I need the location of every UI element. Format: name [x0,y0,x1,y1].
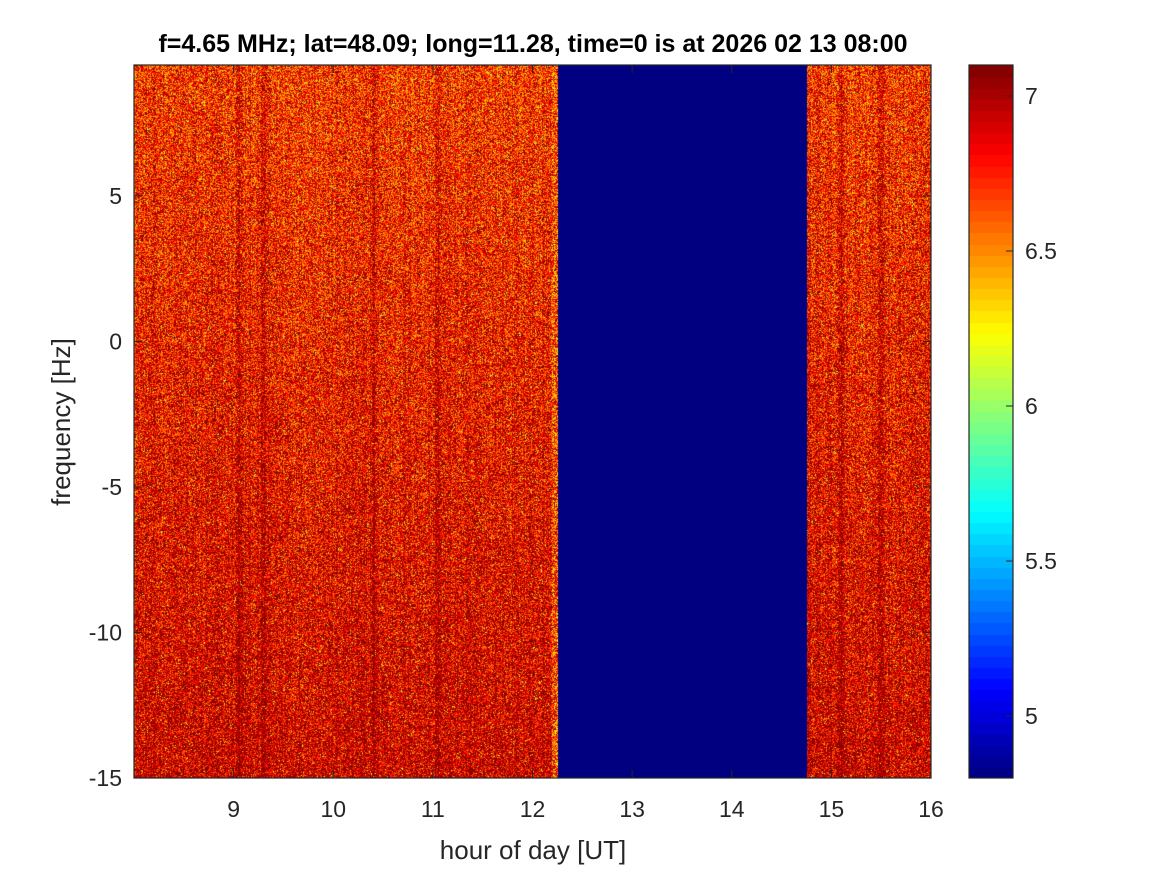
colorbar-ticks: 5 5.5 6 6.5 7 [1006,83,1057,729]
x-tick-label: 13 [619,796,645,822]
x-tick-label: 12 [520,796,546,822]
y-tick-label: -5 [102,474,122,500]
x-axis: 9 10 11 12 13 14 15 16 [227,65,944,822]
colorbar [969,65,1013,778]
y-axis: -15 -10 -5 0 5 [89,183,931,791]
y-tick-label: -15 [89,765,122,791]
x-tick-label: 14 [719,796,745,822]
chart-title: f=4.65 MHz; lat=48.09; long=11.28, time=… [158,30,907,58]
x-axis-label: hour of day [UT] [440,835,626,865]
x-tick-label: 9 [227,796,240,822]
x-tick-label: 10 [320,796,346,822]
colorbar-tick-label: 5 [1025,703,1038,729]
x-tick-label: 11 [421,796,445,822]
y-axis-label: frequency [Hz] [46,338,76,506]
y-tick-label: -10 [89,619,122,645]
colorbar-tick-label: 5.5 [1025,548,1057,574]
x-tick-label: 16 [918,796,944,822]
colorbar-frame [968,64,1014,779]
colorbar-tick-label: 7 [1025,83,1038,109]
x-tick-label: 15 [819,796,845,822]
colorbar-tick-label: 6.5 [1025,238,1057,264]
colorbar-tick-label: 6 [1025,393,1038,419]
y-tick-label: 5 [109,183,122,209]
heatmap-image [134,65,931,778]
y-tick-label: 0 [109,328,122,354]
